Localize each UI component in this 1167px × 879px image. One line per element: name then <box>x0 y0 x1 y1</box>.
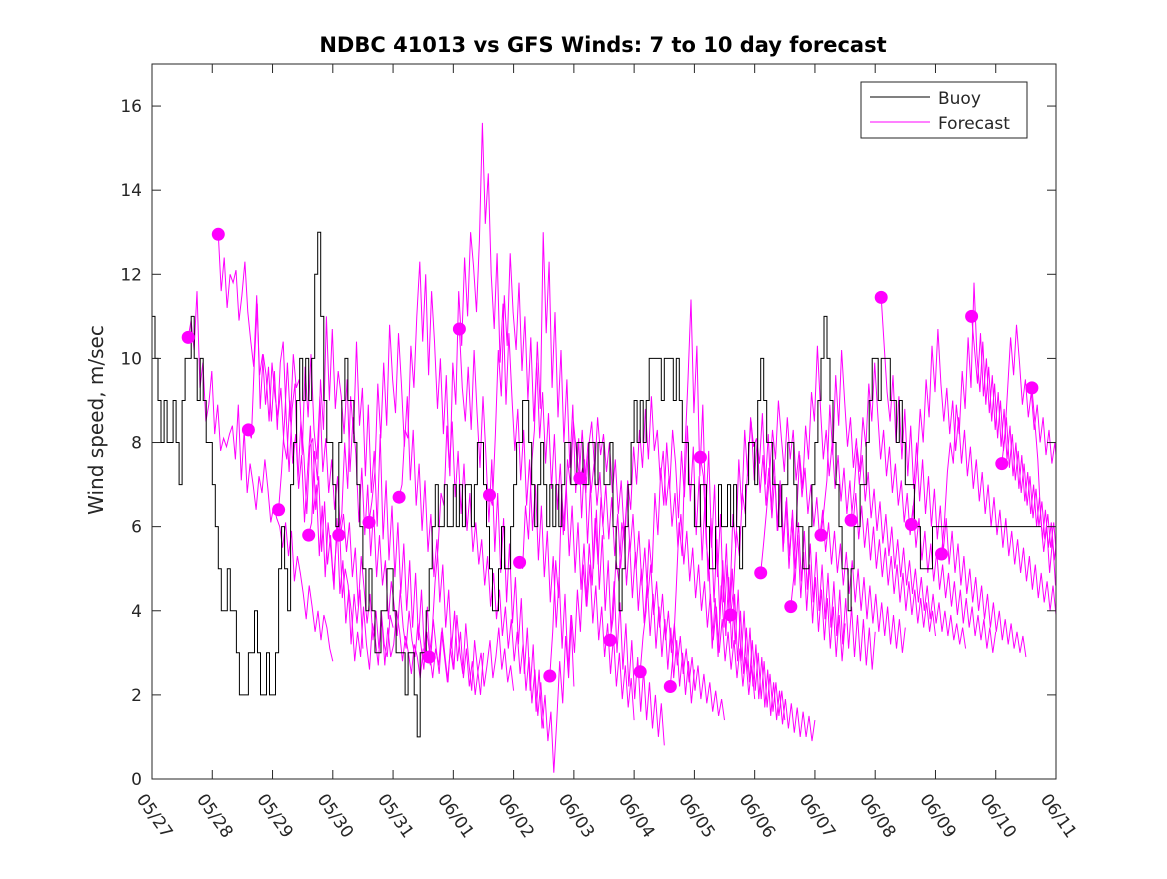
y-tick-label: 14 <box>120 181 142 201</box>
forecast-start-point <box>452 322 466 336</box>
forecast-start-point <box>422 650 436 664</box>
forecast-start-point <box>513 555 527 569</box>
y-tick-label: 16 <box>120 97 142 117</box>
forecast-line <box>368 324 515 695</box>
forecast-start-point <box>965 309 979 323</box>
forecast-line <box>669 299 816 742</box>
forecast-line <box>428 122 575 687</box>
forecast-line <box>790 345 936 637</box>
forecast-start-point <box>724 608 738 622</box>
forecast-start-point <box>181 330 195 344</box>
y-tick-label: 0 <box>131 770 142 790</box>
y-tick-label: 6 <box>131 518 142 538</box>
axes-box <box>151 63 1057 780</box>
forecast-start-point <box>362 515 376 529</box>
forecast-line <box>971 316 1056 561</box>
forecast-start-point <box>573 471 587 485</box>
legend: Buoy Forecast <box>860 81 1028 139</box>
forecast-start-point <box>935 547 948 561</box>
forecast-line <box>458 328 605 773</box>
forecast-line <box>519 232 665 746</box>
legend-forecast-label: Forecast <box>938 114 1010 134</box>
forecast-line <box>820 349 967 649</box>
forecast-start-point <box>241 423 255 437</box>
forecast-line <box>850 362 997 653</box>
forecast-start-point <box>814 528 828 542</box>
plot-area <box>152 122 1056 773</box>
forecast-start-point <box>483 488 496 502</box>
forecast-line <box>579 417 725 721</box>
forecast-start-point <box>543 669 557 683</box>
forecast-line <box>278 354 424 679</box>
forecast-start-point <box>211 227 225 241</box>
forecast-start-point <box>272 503 286 517</box>
forecast-start-point <box>663 680 677 693</box>
forecast-start-point <box>874 290 888 304</box>
y-tick-label: 12 <box>120 265 142 285</box>
forecast-line <box>247 303 394 670</box>
y-tick-label: 2 <box>131 686 142 706</box>
forecast-start-point <box>844 513 858 527</box>
forecast-line <box>910 328 1056 616</box>
forecast-line <box>187 291 334 662</box>
forecast-line <box>941 282 1056 555</box>
forecast-line <box>760 400 906 653</box>
forecast-start-point <box>332 528 346 542</box>
forecast-start-point <box>392 490 406 504</box>
y-axis-label: Wind speed, m/sec <box>84 325 108 515</box>
y-tick-label: 8 <box>131 434 142 454</box>
forecast-start-point <box>754 566 768 580</box>
y-tick-label: 4 <box>131 602 142 622</box>
forecast-start-point <box>784 600 798 614</box>
plot-marks <box>152 122 1056 773</box>
forecast-line <box>639 425 786 721</box>
forecast-start-point <box>633 665 647 679</box>
chart-title: NDBC 41013 vs GFS Winds: 7 to 10 day for… <box>319 33 886 57</box>
forecast-start-point <box>603 633 617 647</box>
buoy-line <box>152 231 1041 738</box>
forecast-start-point <box>1025 381 1039 395</box>
y-tick-label: 10 <box>120 349 142 369</box>
legend-buoy-label: Buoy <box>938 89 981 109</box>
forecast-start-point <box>904 518 918 531</box>
legend-box <box>860 81 1028 139</box>
forecast-line <box>880 297 1027 658</box>
forecast-start-point <box>693 450 707 464</box>
forecast-start-point <box>995 457 1009 471</box>
forecast-start-point <box>302 528 316 542</box>
